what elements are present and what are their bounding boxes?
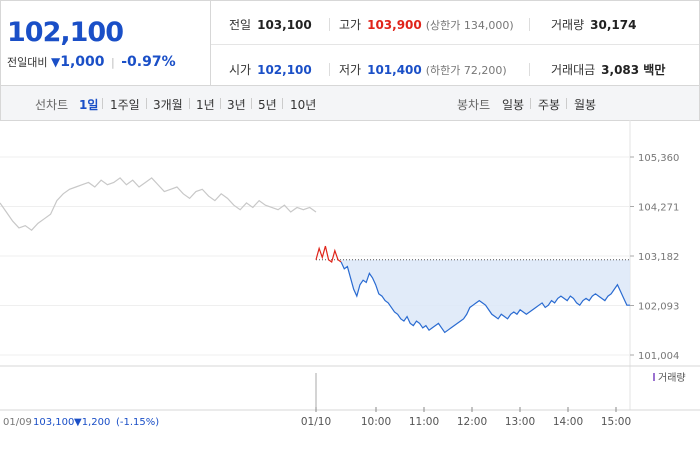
candle-weekly[interactable]: 주봉 — [538, 98, 561, 112]
chart-footer: 01/09 103,100 ▼1,200 (-1.15%) — [3, 417, 159, 428]
chart-fill — [316, 259, 630, 333]
price-chart: 105,360 104,271 103,182 102,093 101,004 거래량 0… — [0, 119, 700, 428]
volume-label: 거래량 — [551, 18, 585, 32]
footer-change: ▼1,200 — [74, 417, 110, 428]
y-axis-ticks: 105,360 104,271 103,182 102,093 101,004 거래량 — [630, 153, 686, 384]
footer-date: 01/09 — [3, 417, 32, 428]
low-value: 101,400 — [367, 63, 422, 77]
divider — [189, 98, 190, 109]
divider — [220, 98, 221, 109]
low-cell: 저가 101,400 (하한가 72,200) — [339, 61, 507, 78]
divider — [529, 18, 530, 31]
candle-daily[interactable]: 일봉 — [502, 98, 525, 112]
change-value: 1,000 — [60, 54, 105, 70]
x-tick-label: 10:00 — [361, 416, 391, 428]
divider: | — [111, 56, 115, 69]
volume-legend-label: 거래량 — [658, 372, 686, 384]
x-tick-label: 15:00 — [601, 416, 631, 428]
prev-close-label: 전일 — [229, 18, 252, 32]
open-cell: 시가 102,100 — [229, 61, 312, 78]
divider — [251, 98, 252, 109]
lower-limit: (하한가 72,200) — [425, 64, 507, 77]
period-1w[interactable]: 1주일 — [110, 98, 140, 112]
high-label: 고가 — [339, 18, 362, 32]
divider — [329, 18, 330, 31]
chart-area: 105,360 104,271 103,182 102,093 101,004 거래량 0… — [0, 119, 700, 450]
current-price: 102,100 — [7, 17, 124, 48]
row-divider — [211, 44, 699, 45]
change-line: 전일대비 ▼1,000 | -0.97% — [7, 54, 176, 70]
volume-cell: 거래량 30,174 — [551, 16, 636, 33]
volume-value: 30,174 — [590, 18, 637, 32]
period-bar: 선차트 1일 1주일 3개월 1년 3년 5년 10년 봉차트 일봉 주봉 월봉 — [0, 85, 700, 121]
divider — [146, 98, 147, 109]
down-arrow-icon: ▼ — [50, 55, 61, 69]
candle-monthly[interactable]: 월봉 — [574, 98, 597, 112]
low-label: 저가 — [339, 63, 362, 77]
change-label: 전일대비 — [7, 56, 48, 69]
amount-label: 거래대금 — [551, 63, 596, 77]
divider — [566, 98, 567, 109]
period-1d[interactable]: 1일 — [79, 98, 99, 112]
y-tick-label: 103,182 — [638, 252, 679, 263]
volume-legend-icon — [653, 373, 655, 381]
candle-chart-label: 봉차트 — [457, 98, 491, 112]
divider — [102, 98, 103, 109]
prev-day-line — [0, 177, 317, 231]
amount-value: 3,083 백만 — [601, 63, 666, 77]
x-tick-label: 01/10 — [301, 416, 331, 428]
divider — [529, 63, 530, 76]
y-tick-label: 101,004 — [638, 351, 679, 362]
prev-close-value: 103,100 — [257, 18, 312, 32]
chart-grid — [0, 119, 700, 411]
footer-pct: (-1.15%) — [116, 417, 159, 428]
chart-lines — [0, 177, 630, 334]
period-3y[interactable]: 3년 — [227, 98, 246, 112]
high-value: 103,900 — [367, 18, 422, 32]
x-axis: 01/10 10:00 11:00 12:00 13:00 14:00 15:00 — [301, 407, 631, 428]
divider — [282, 98, 283, 109]
period-3m[interactable]: 3개월 — [153, 98, 183, 112]
open-label: 시가 — [229, 63, 252, 77]
price-panel: 102,100 전일대비 ▼1,000 | -0.97% — [1, 1, 211, 86]
today-above-line — [315, 245, 342, 263]
x-tick-label: 12:00 — [457, 416, 487, 428]
high-cell: 고가 103,900 (상한가 134,000) — [339, 16, 514, 33]
footer-value: 103,100 — [33, 417, 74, 428]
divider — [329, 63, 330, 76]
amount-cell: 거래대금 3,083 백만 — [551, 61, 665, 78]
change-percent: -0.97% — [121, 54, 176, 70]
period-5y[interactable]: 5년 — [258, 98, 277, 112]
y-tick-label: 104,271 — [638, 203, 679, 214]
x-tick-label: 11:00 — [409, 416, 439, 428]
period-1y[interactable]: 1년 — [196, 98, 215, 112]
open-value: 102,100 — [257, 63, 312, 77]
period-10y[interactable]: 10년 — [290, 98, 317, 112]
prev-close-cell: 전일 103,100 — [229, 16, 312, 33]
upper-limit: (상한가 134,000) — [425, 19, 514, 32]
x-tick-label: 14:00 — [553, 416, 583, 428]
x-tick-label: 13:00 — [505, 416, 535, 428]
today-line — [340, 261, 630, 334]
divider — [530, 98, 531, 109]
y-tick-label: 105,360 — [638, 153, 679, 164]
line-chart-label: 선차트 — [35, 98, 69, 112]
below-reference-fill — [341, 259, 630, 333]
quote-summary-box: 102,100 전일대비 ▼1,000 | -0.97% 전일 103,100 고… — [0, 0, 700, 86]
y-tick-label: 102,093 — [638, 302, 679, 313]
